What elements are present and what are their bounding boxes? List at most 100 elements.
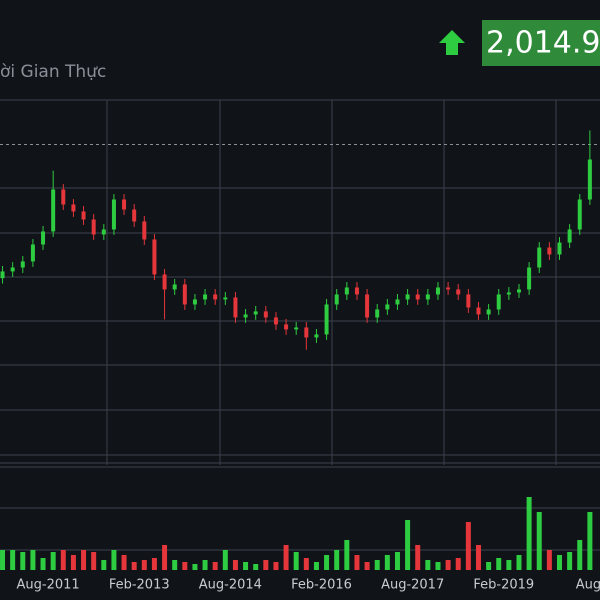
volume-bar (486, 562, 492, 570)
volume-bar (141, 560, 147, 570)
volume-bar (192, 564, 198, 570)
plot-area: Aug-2011 Feb-2013 Aug-2014 Feb-2016 Aug-2017… (0, 130, 600, 593)
volume-bar (60, 550, 66, 570)
subtitle: ời Gian Thực (0, 62, 106, 82)
volume-bar (202, 560, 208, 570)
volume-bar (465, 522, 471, 570)
volume-bar (425, 560, 431, 570)
up-arrow (439, 30, 465, 55)
candle-body (41, 231, 46, 245)
candle-body (446, 287, 451, 290)
candle-body (243, 314, 248, 318)
volume-bar (212, 562, 218, 570)
candle-body (466, 294, 471, 308)
candle-body (81, 211, 86, 220)
candle-body (294, 327, 299, 330)
volume-bar (384, 555, 390, 570)
volume-bar (445, 560, 451, 570)
candle-body (506, 292, 511, 295)
volume-bar (91, 552, 97, 570)
candle-body (253, 311, 258, 315)
volume-bar (10, 550, 16, 570)
candle-body (476, 307, 481, 315)
candle-body (496, 294, 501, 310)
volume-bar (313, 562, 319, 570)
volume-bar (475, 545, 481, 570)
volume-bar (344, 540, 350, 570)
volume-bar (496, 558, 502, 570)
volume-bar (364, 562, 370, 570)
candle-body (365, 294, 370, 318)
volume-bar (222, 550, 228, 570)
candle-body (152, 239, 157, 275)
volume-bar (40, 558, 46, 570)
volume-bar (50, 552, 56, 570)
x-tick-label: Feb-2019 (473, 578, 534, 593)
last-price: 2,014.9 (486, 26, 600, 61)
candle-body (172, 284, 177, 290)
candle-body (304, 327, 309, 338)
volume-bar (506, 560, 512, 570)
candle-body (213, 294, 218, 300)
candle-body (182, 284, 187, 305)
candle-body (375, 309, 380, 318)
candle-body (122, 199, 127, 210)
volume-bar (577, 540, 583, 570)
volume-bar (20, 552, 26, 570)
volume-bar (81, 550, 87, 570)
candle-body (10, 267, 15, 272)
volume-bar (567, 552, 573, 570)
volume-bar (263, 560, 269, 570)
candle-body (516, 289, 521, 293)
volume-bar (405, 520, 411, 570)
candle-body (557, 242, 562, 255)
volume-bar (111, 550, 117, 570)
volume-bar (374, 560, 380, 570)
volume-bar (0, 550, 6, 570)
volume-bar (435, 562, 441, 570)
volume-bar (70, 555, 76, 570)
candle-body (587, 159, 592, 200)
x-tick-label: Aug-2017 (381, 578, 444, 593)
candle-body (344, 287, 349, 295)
candle-body (567, 229, 572, 243)
candle-body (395, 299, 400, 305)
candle-body (91, 219, 96, 235)
volume-bar (526, 497, 532, 570)
volume-bar (354, 555, 360, 570)
candle-body (486, 309, 491, 315)
candle-body (51, 189, 56, 232)
x-tick-label: Feb-2016 (291, 578, 352, 593)
grid (0, 99, 600, 551)
candle-body (71, 204, 76, 212)
volume-bar (394, 552, 400, 570)
volume-bar (121, 555, 127, 570)
candle-body (223, 297, 228, 300)
candle-body (192, 299, 197, 305)
volume-bar (516, 555, 522, 570)
volume-bar (334, 550, 340, 570)
candle-body (405, 294, 410, 300)
volume-bar (273, 562, 279, 570)
candle-body (537, 247, 542, 268)
candle-body (233, 297, 238, 318)
candle-body (385, 304, 390, 310)
candle-body (456, 289, 461, 295)
candle-body (284, 324, 289, 330)
volume-bar (324, 555, 330, 570)
candle-body (425, 294, 430, 300)
volume-bar (172, 560, 178, 570)
price-box (482, 20, 600, 66)
volume-bar (232, 560, 238, 570)
volume-bar (293, 552, 299, 570)
volume-bar (283, 545, 289, 570)
volume-bar (546, 550, 552, 570)
candle-body (273, 317, 278, 325)
volume-bar (151, 558, 157, 570)
volume-bar (587, 512, 593, 570)
volume-bar (556, 555, 562, 570)
volume-bar (536, 512, 542, 570)
candle-body (203, 294, 208, 300)
volume-bar (243, 562, 249, 570)
candle-body (263, 311, 268, 318)
